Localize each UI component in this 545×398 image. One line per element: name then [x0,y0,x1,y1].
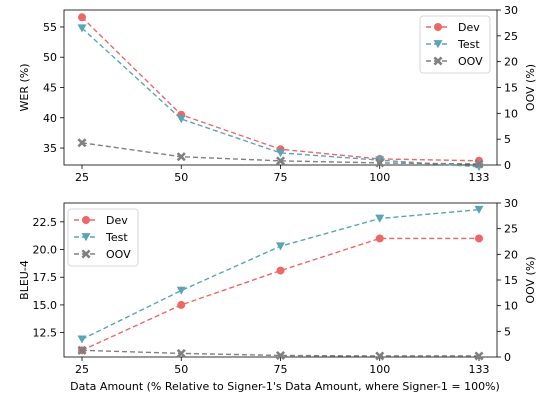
y2-tick-label: 25 [504,30,518,43]
data-point [474,205,484,214]
y-tick-label: 17.5 [33,271,58,284]
x-tick-label: 75 [274,171,288,184]
series-line [81,349,479,357]
y-tick-label: 15.0 [33,299,58,312]
y-tick-label: 22.5 [33,216,58,229]
data-point [375,214,385,223]
data-point [275,156,286,166]
series-dev [78,234,483,355]
y2-tick-label: 10 [504,300,518,313]
data-point [375,234,384,243]
y-tick-label: 50 [43,51,57,64]
series-oov [77,138,484,169]
data-point [177,300,186,309]
x-tick-label: 100 [369,363,390,376]
x-tick-label: 133 [469,171,490,184]
series-line [81,16,480,162]
series-line [81,142,480,165]
y2-tick-label: 15 [504,274,518,287]
legend: Dev Test OOV [67,208,139,267]
x-tick-label: 100 [369,171,390,184]
data-point [275,350,286,360]
y2-tick-label: 10 [504,107,518,120]
legend-label: Dev [458,21,480,34]
y2-tick-label: 5 [504,133,511,146]
y-tick-label: 45 [43,82,57,95]
y-tick-label: 35 [43,142,57,155]
y2-tick-label: 30 [504,4,518,17]
y2-tick-label: 25 [504,223,518,236]
y2-tick-label: 20 [504,56,518,69]
x-tick-label: 50 [174,171,188,184]
series-line [81,237,479,351]
legend-marker [81,233,91,242]
data-point [78,13,86,22]
data-point [77,345,87,355]
y2-axis-label: OOV (%) [524,256,537,303]
y2-tick-label: 0 [504,159,511,172]
y-tick-label: 55 [43,21,57,34]
y2-tick-label: 15 [504,82,518,95]
y-axis-label: BLEU-4 [18,260,31,300]
legend-label: OOV [106,248,131,261]
data-point [176,152,186,162]
x-tick-label: 75 [274,363,288,376]
y2-tick-label: 20 [504,248,518,261]
legend-marker [433,56,443,66]
data-point [474,159,484,169]
data-point [176,348,186,358]
data-point [276,266,285,275]
legend-marker [433,40,443,49]
x-tick-label: 50 [174,363,188,376]
data-point [77,138,87,148]
x-tick-label: 133 [469,363,490,376]
series-test [77,24,484,172]
data-point [474,351,484,361]
y2-tick-label: 0 [504,351,511,364]
y-tick-label: 40 [43,112,57,125]
data-point [276,242,285,251]
legend-label: OOV [458,55,483,68]
data-point [475,234,483,243]
series-oov [77,345,484,361]
legend-marker [81,249,91,259]
legend-marker [82,216,90,224]
legend: Dev Test OOV [419,15,491,74]
bleu-panel: 25 50 75 100 133 12.5 15.0 17.5 20.0 22.5 0 5 10 15 20… [18,197,537,376]
series-line [81,27,480,168]
y2-tick-label: 5 [504,325,511,338]
data-point [276,149,285,158]
legend-label: Dev [106,214,128,227]
data-point [176,286,186,295]
legend-label: Test [105,231,128,244]
y-tick-label: 20.0 [33,244,58,257]
y2-axis-label: OOV (%) [524,64,537,111]
x-tick-label: 25 [75,171,89,184]
x-tick-label: 25 [75,363,89,376]
legend-label: Test [457,38,480,51]
y-tick-label: 12.5 [33,327,58,340]
data-point [375,351,385,361]
series-test [77,205,484,344]
data-point [375,156,385,165]
data-point [77,24,87,33]
y-axis-label: WER (%) [18,63,31,111]
wer-panel: 25 50 75 100 133 35 40 45 50 55 0 5 10 15 20 25 30 WER (%… [18,4,537,184]
y2-tick-label: 30 [504,197,518,210]
legend-marker [434,23,442,31]
x-axis-label: Data Amount (% Relative to Signer-1's Da… [70,380,500,393]
data-point [375,158,385,168]
data-point [176,115,186,124]
data-point [77,335,87,344]
